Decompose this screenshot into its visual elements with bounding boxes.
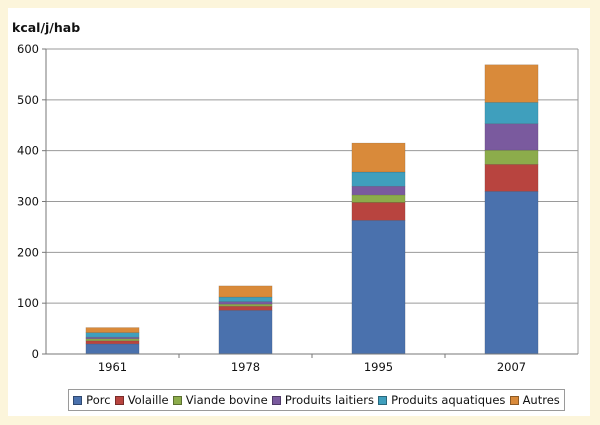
y-tick-label: 500 — [17, 93, 39, 107]
legend-swatch — [271, 395, 281, 405]
bar-segment-porc-1978 — [218, 309, 273, 355]
bar-segment-volaille-2007 — [484, 164, 539, 192]
legend-label: Porc — [86, 393, 111, 407]
legend: Porc Volaille Viande bovine Produits laitie… — [68, 389, 565, 411]
y-tick-label: 200 — [17, 245, 39, 259]
legend-label: Produits aquatiques — [391, 393, 506, 407]
bar-segment-produits-aquatiques-1978 — [218, 296, 273, 302]
x-tick-label: 2007 — [497, 360, 526, 374]
y-tick-label: 600 — [17, 42, 39, 56]
legend-item: Produits laitiers — [271, 393, 374, 407]
bar-segment-volaille-1978 — [218, 305, 273, 311]
bar-segment-porc-1961 — [85, 343, 140, 355]
x-tick-label: 1978 — [231, 360, 260, 374]
legend-item: Porc — [73, 393, 111, 407]
bar-segment-autres-1961 — [85, 327, 140, 333]
legend-label: Volaille — [127, 393, 169, 407]
legend-swatch — [73, 395, 83, 405]
legend-label: Viande bovine — [185, 393, 268, 407]
y-axis-label: kcal/j/hab — [12, 20, 81, 35]
y-tick-label: 0 — [32, 347, 39, 361]
bar-segment-autres-1995 — [351, 142, 406, 173]
bar-segment-autres-2007 — [484, 64, 539, 103]
chart-frame: 0 100 200 300 400 500 600 1961 1978 1995 2007 kcal… — [8, 8, 590, 416]
bar-segment-produits-aquatiques-1995 — [351, 171, 406, 187]
bar-segment-viande-bovine-1978 — [218, 303, 273, 307]
bar-segment-produits-aquatiques-2007 — [484, 102, 539, 125]
x-tick-label: 1961 — [98, 360, 127, 374]
bar-segment-autres-1978 — [218, 285, 273, 298]
bar-segment-volaille-1995 — [351, 202, 406, 221]
bar-segment-viande-bovine-2007 — [484, 149, 539, 165]
bar-segment-viande-bovine-1995 — [351, 194, 406, 203]
chart-plot: 0 100 200 300 400 500 600 1961 1978 1995 2007 — [17, 42, 579, 374]
legend-swatch — [114, 395, 124, 405]
bar-segment-produits-laitiers-2007 — [484, 123, 539, 151]
bar-segment-porc-1995 — [351, 220, 406, 355]
y-tick-label: 100 — [17, 296, 39, 310]
legend-swatch — [172, 395, 182, 405]
bar-segment-porc-2007 — [484, 191, 539, 355]
legend-item: Volaille — [114, 393, 169, 407]
x-tick-label: 1995 — [364, 360, 393, 374]
legend-swatch — [378, 395, 388, 405]
y-tick-label: 300 — [17, 195, 39, 209]
legend-item: Viande bovine — [172, 393, 268, 407]
bar-segment-produits-laitiers-1978 — [218, 301, 273, 305]
legend-swatch — [509, 395, 519, 405]
bar-segment-produits-laitiers-1995 — [351, 185, 406, 196]
bar-segment-viande-bovine-1961 — [85, 338, 140, 342]
legend-item: Produits aquatiques — [378, 393, 505, 407]
legend-item: Autres — [509, 393, 560, 407]
bar-segment-produits-aquatiques-1961 — [85, 332, 140, 338]
bar-segment-volaille-1961 — [85, 340, 140, 345]
legend-label: Autres — [522, 393, 560, 407]
y-tick-label: 400 — [17, 144, 39, 158]
legend-label: Produits laitiers — [284, 393, 374, 407]
